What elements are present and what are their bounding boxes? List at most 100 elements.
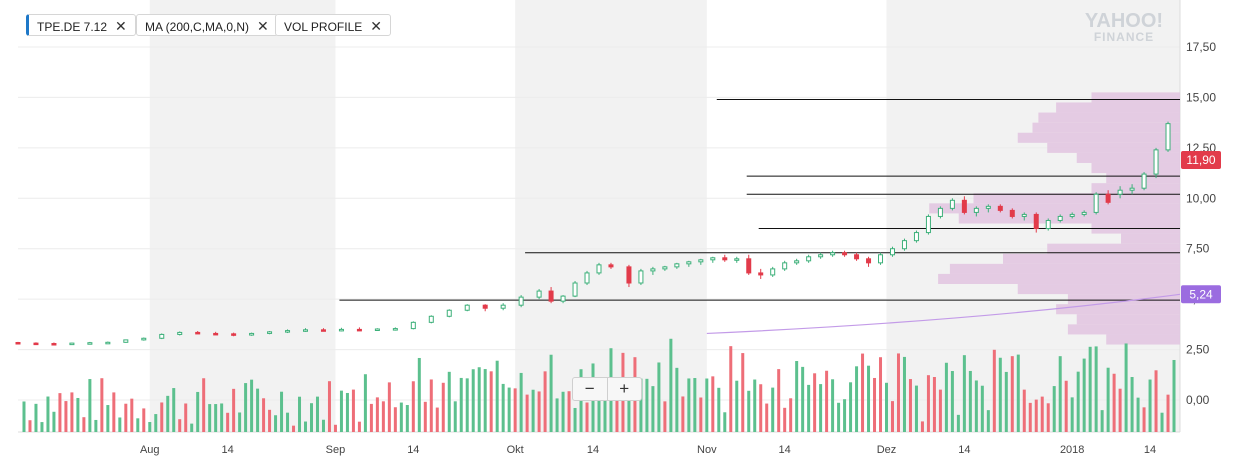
volume-bar	[387, 382, 391, 432]
volume-bar	[124, 403, 128, 432]
x-tick-label: Okt	[507, 444, 524, 456]
volume-bar	[555, 398, 559, 432]
candle-body	[842, 252, 848, 256]
volume-bar	[777, 369, 781, 432]
candle-body	[878, 254, 884, 264]
volume-bar	[489, 371, 493, 432]
volume-bar	[280, 391, 284, 432]
volume-bar	[226, 412, 230, 432]
candle-body	[1057, 215, 1063, 221]
candle-body	[686, 261, 692, 265]
pill-label: MA (200,C,MA,0,N)	[145, 20, 250, 34]
profile-bar	[973, 193, 1180, 204]
volume-bar	[268, 409, 272, 432]
volume-bar	[196, 391, 200, 432]
candle-body	[1141, 173, 1147, 189]
volume-bar	[298, 396, 302, 432]
candle-body	[518, 296, 524, 306]
close-icon[interactable]: ✕	[370, 18, 382, 34]
volume-bar	[345, 392, 349, 432]
volume-bar	[1136, 397, 1140, 432]
volume-bar	[645, 378, 649, 432]
volume-bar	[417, 357, 421, 432]
candle-body	[560, 295, 566, 302]
volume-bar	[112, 392, 116, 432]
volume-bar	[513, 388, 517, 432]
candle-body	[572, 282, 578, 297]
candle-body	[758, 272, 764, 276]
volume-bar	[315, 396, 319, 432]
volume-bar	[819, 384, 823, 432]
volume-bar	[711, 376, 715, 432]
zoom-out-button[interactable]: −	[584, 379, 595, 398]
ma-badge: 5,24	[1189, 287, 1213, 301]
volume-bar	[926, 375, 930, 432]
volume-bar	[286, 412, 290, 432]
volume-bar	[938, 389, 942, 432]
volume-bar	[130, 398, 134, 432]
candle-body	[608, 264, 614, 268]
volume-bar	[423, 401, 427, 432]
volume-bar	[573, 407, 577, 432]
x-axis: Aug 14 Sep 14 Okt 14 Nov 14 Dez 14 2018 14	[140, 444, 1156, 456]
volume-bar	[1058, 356, 1062, 432]
candle-body	[650, 268, 656, 272]
volume-bar	[908, 379, 912, 432]
profile-bar	[1091, 162, 1180, 174]
volume-bar	[244, 383, 248, 432]
volume-bar	[1022, 389, 1026, 432]
volume-bar	[495, 360, 499, 432]
volume-bar	[1154, 370, 1158, 432]
volume-bar	[531, 389, 535, 432]
candle-body	[392, 328, 398, 331]
close-icon[interactable]: ✕	[115, 18, 127, 34]
indicator-pill-ticker[interactable]: TPE.DE 7.12 ✕	[26, 14, 136, 36]
x-tick-label: Dez	[877, 444, 897, 456]
indicator-pill-ma[interactable]: MA (200,C,MA,0,N) ✕	[136, 14, 278, 36]
volume-bar	[256, 388, 260, 432]
x-tick-label: 14	[587, 444, 599, 456]
candle-body	[482, 304, 488, 309]
volume-bar	[172, 388, 176, 432]
volume-bar	[561, 391, 565, 432]
volume-bar	[657, 362, 661, 432]
volume-bar	[399, 402, 403, 432]
candle-body	[638, 270, 644, 284]
volume-bar	[519, 372, 523, 432]
volume-bar	[855, 366, 859, 432]
volume-bar	[968, 370, 972, 432]
volume-bar	[1088, 346, 1092, 432]
profile-bar	[1056, 304, 1180, 315]
candle-body	[1069, 213, 1075, 217]
candle-body	[213, 332, 219, 336]
volume-bar	[339, 390, 343, 432]
zoom-in-button[interactable]: +	[606, 378, 642, 400]
candle-body	[794, 260, 800, 264]
candle-body	[937, 207, 943, 217]
candle-body	[698, 259, 704, 263]
volume-bar	[250, 379, 254, 432]
profile-bar	[1106, 334, 1180, 345]
close-icon[interactable]: ✕	[257, 18, 269, 34]
volume-bar	[956, 414, 960, 432]
volume-bar	[795, 361, 799, 432]
volume-bar	[789, 398, 793, 432]
volume-bar	[429, 379, 433, 432]
candle-body	[746, 258, 752, 274]
candle-body	[961, 199, 967, 213]
candle-body	[901, 240, 907, 250]
volume-bar	[465, 378, 469, 432]
volume-bar	[1034, 399, 1038, 432]
candle-body	[830, 252, 836, 256]
volume-bar	[759, 384, 763, 432]
volume-bar	[369, 403, 373, 432]
volume-bar	[46, 396, 50, 432]
volume-bar	[753, 379, 757, 432]
volume-bar	[962, 355, 966, 432]
candle-body	[782, 262, 788, 270]
y-tick-label: 10,00	[1186, 191, 1216, 205]
candle-body	[674, 263, 680, 268]
indicator-pill-vol-profile[interactable]: VOL PROFILE ✕	[275, 14, 391, 36]
